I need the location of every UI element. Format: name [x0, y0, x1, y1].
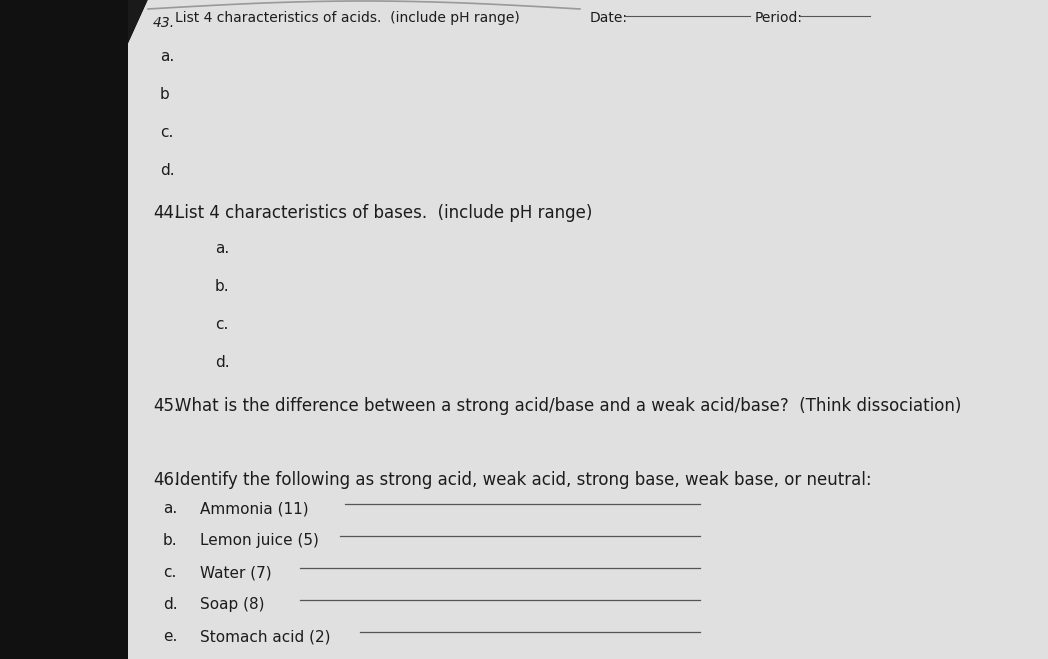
Text: d.: d. [163, 597, 177, 612]
Text: a.: a. [215, 241, 230, 256]
Text: 44.: 44. [153, 204, 179, 222]
Text: b: b [160, 87, 170, 102]
Text: Lemon juice (5): Lemon juice (5) [200, 533, 319, 548]
Text: What is the difference between a strong acid/base and a weak acid/base?  (Think : What is the difference between a strong … [175, 397, 961, 415]
Text: Soap (8): Soap (8) [200, 597, 264, 612]
Text: d.: d. [215, 355, 230, 370]
Text: c.: c. [160, 125, 173, 140]
Text: a.: a. [160, 49, 174, 64]
Text: a.: a. [163, 501, 177, 516]
Text: c.: c. [215, 317, 228, 332]
Text: List 4 characteristics of acids.  (include pH range): List 4 characteristics of acids. (includ… [175, 11, 520, 25]
Text: b.: b. [215, 279, 230, 294]
Text: b.: b. [163, 533, 177, 548]
Text: 43.: 43. [153, 16, 175, 30]
Text: c.: c. [163, 565, 176, 580]
Text: d.: d. [160, 163, 175, 178]
Text: Date:: Date: [590, 11, 628, 25]
Text: Period:: Period: [755, 11, 803, 25]
Text: 45.: 45. [153, 397, 179, 415]
Text: Identify the following as strong acid, weak acid, strong base, weak base, or neu: Identify the following as strong acid, w… [175, 471, 872, 489]
Polygon shape [128, 0, 1048, 659]
Text: Water (7): Water (7) [200, 565, 271, 580]
Text: e.: e. [163, 629, 177, 644]
Bar [0, 0, 128, 659]
Text: 46.: 46. [153, 471, 179, 489]
Text: Stomach acid (2): Stomach acid (2) [200, 629, 330, 644]
Polygon shape [128, 0, 1048, 659]
Text: Ammonia (11): Ammonia (11) [200, 501, 308, 516]
Text: List 4 characteristics of bases.  (include pH range): List 4 characteristics of bases. (includ… [175, 204, 592, 222]
